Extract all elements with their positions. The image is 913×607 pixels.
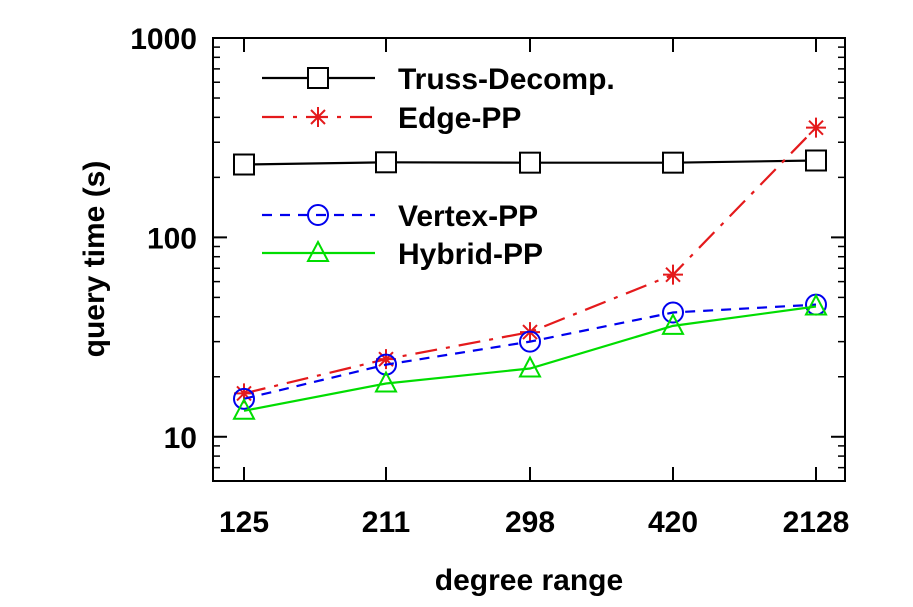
y-axis-title: query time (s): [78, 161, 111, 358]
x-tick-labels: 125 211 298 420 2128: [219, 506, 849, 539]
data-point-vertex-pp: [233, 387, 255, 410]
legend-label: Hybrid-PP: [398, 238, 543, 271]
series-hybrid-pp: [232, 293, 828, 420]
ticks: [213, 37, 845, 482]
legend-marker: [307, 67, 329, 89]
x-tick-label: 298: [505, 506, 555, 539]
x-tick-label: 2128: [783, 506, 850, 539]
series-line-edge-pp: [243, 126, 817, 395]
data-point-truss-decomp: [805, 149, 827, 172]
y-tick-label: 100: [147, 222, 197, 255]
x-axis-title: degree range: [435, 564, 623, 597]
data-point-truss-decomp: [519, 151, 541, 174]
data-point-vertex-pp: [519, 330, 541, 353]
series-group: [232, 117, 828, 420]
y-tick-labels: 10 100 1000: [130, 23, 197, 455]
data-point-hybrid-pp: [374, 370, 398, 393]
data-point-hybrid-pp: [232, 397, 256, 420]
x-tick-label: 420: [648, 506, 698, 539]
legend: Truss-Decomp. Edge-PP Vertex-PP Hybrid-PP: [262, 63, 615, 271]
y-tick-label: 10: [164, 422, 197, 455]
data-point-hybrid-pp: [518, 355, 542, 378]
data-point-hybrid-pp: [804, 293, 828, 316]
legend-label: Truss-Decomp.: [398, 63, 615, 96]
data-point-hybrid-pp: [661, 312, 685, 335]
legend-label: Vertex-PP: [398, 200, 538, 233]
legend-label: Edge-PP: [398, 102, 521, 135]
data-point-edge-pp: [806, 117, 826, 138]
series-line-vertex-pp: [243, 303, 817, 400]
data-point-vertex-pp: [662, 301, 684, 324]
series-line-hybrid-pp: [243, 305, 817, 412]
data-point-edge-pp: [234, 383, 254, 404]
data-point-edge-pp: [663, 264, 683, 285]
data-point-truss-decomp: [375, 151, 397, 174]
series-vertex-pp: [233, 293, 827, 410]
data-point-edge-pp: [376, 349, 396, 370]
data-point-truss-decomp: [662, 151, 684, 174]
legend-marker: [307, 204, 329, 226]
y-tick-label: 1000: [130, 23, 197, 56]
x-tick-label: 125: [219, 506, 269, 539]
data-point-truss-decomp: [233, 153, 255, 176]
series-truss-decomp: [233, 149, 827, 176]
legend-marker: [308, 107, 328, 127]
legend-marker: [306, 239, 330, 262]
x-tick-label: 211: [362, 506, 410, 539]
